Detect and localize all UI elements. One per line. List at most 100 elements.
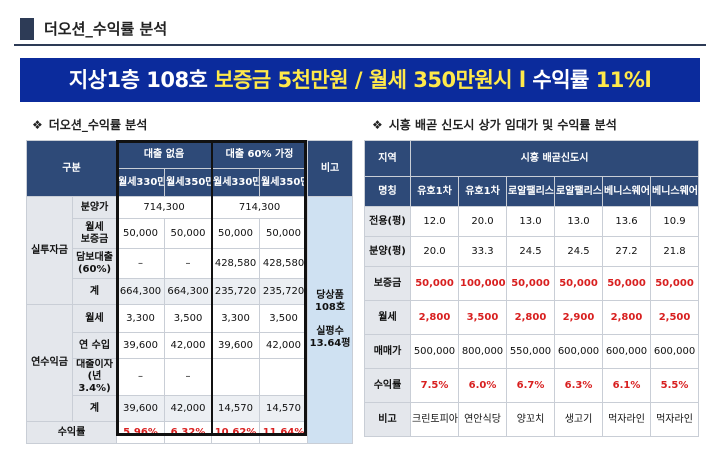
building-name: 로알팰리스: [506, 176, 555, 207]
cell-value: 42,000: [259, 332, 309, 359]
banner-yield-label: 수익률: [532, 68, 596, 92]
cell-value: 235,720: [259, 278, 309, 305]
cell-value: [211, 358, 261, 396]
cell-value: 3,500: [458, 300, 507, 335]
cell-value: –: [163, 248, 213, 279]
row-label-interest-text: 대출이자 (년 3.4%): [76, 359, 113, 395]
cell-value: 42,000: [163, 332, 213, 359]
cell-value: 연안식당: [458, 402, 507, 437]
cell-value: 42,000: [163, 395, 213, 422]
cell-value: 3,500: [163, 304, 213, 333]
header-region-value: 시흥 배곧신도시: [409, 140, 700, 177]
cell-value: 생고기: [554, 402, 603, 437]
header-region-label: 지역: [364, 140, 411, 177]
cell-value: 33.3: [458, 236, 507, 267]
group-label-annual-income: 연수익금: [26, 304, 73, 422]
cell-value: 50,000: [602, 266, 651, 301]
cell-value: 714,300: [115, 196, 213, 219]
cell-value: 428,580: [259, 248, 309, 279]
cell-value: –: [116, 358, 165, 396]
yield-value: 7.5%: [410, 368, 459, 403]
cell-value: 235,720: [211, 278, 261, 305]
cell-value: 50,000: [410, 266, 459, 301]
cell-value: 13.0: [554, 206, 603, 237]
row-label: 명칭: [364, 176, 411, 207]
cell-value: 3,300: [211, 304, 261, 333]
row-label-bunyang: 분양가: [72, 196, 117, 219]
header-accent-bar: [20, 18, 34, 40]
yield-value: 5.5%: [649, 368, 700, 403]
cell-value: 14,570: [211, 395, 261, 422]
cell-value: –: [163, 358, 213, 396]
cell-value: 3,300: [116, 304, 165, 333]
row-label: 분양(평): [364, 236, 411, 267]
yield-value: 6.0%: [458, 368, 507, 403]
building-name: 로알팰리스: [554, 176, 603, 207]
building-name: 유호1차: [458, 176, 507, 207]
yield-value: 6.1%: [602, 368, 651, 403]
headline-banner: 지상1층 108호 보증금 5천만원 / 월세 350만원시 l 수익률 11%…: [20, 58, 700, 102]
subheader-rent: 월세350만: [259, 168, 309, 197]
row-label-loan-text: 담보대출 (60%): [76, 251, 113, 275]
cell-value: 39,600: [116, 395, 165, 422]
cell-value: [259, 358, 309, 396]
subheader-rent: 월세350만: [163, 168, 213, 197]
cell-value: 24.5: [506, 236, 555, 267]
cell-value: 50,000: [211, 218, 261, 249]
row-label-deposit: 월세 보증금: [72, 218, 117, 249]
cell-value: 14,570: [259, 395, 309, 422]
cell-value: 50,000: [506, 266, 555, 301]
header-bigo: 비고: [307, 140, 354, 197]
cell-value: 27.2: [602, 236, 651, 267]
cell-value: 20.0: [410, 236, 459, 267]
building-name: 유호1차: [410, 176, 459, 207]
row-label-interest: 대출이자 (년 3.4%): [72, 358, 117, 396]
cell-value: 600,000: [649, 334, 700, 369]
cell-value: 39,600: [211, 332, 261, 359]
cell-value: 먹자라인: [602, 402, 651, 437]
cell-value: 13.0: [506, 206, 555, 237]
cell-value: 2,800: [506, 300, 555, 335]
cell-value: 39,600: [116, 332, 165, 359]
row-label-sum: 계: [72, 278, 117, 305]
cell-value: 600,000: [554, 334, 603, 369]
cell-value: 50,000: [116, 218, 165, 249]
banner-yield-value: 11%l: [595, 68, 652, 92]
yield-value: 10.62%: [211, 421, 261, 444]
row-label-monthly: 월세: [72, 304, 117, 333]
header-gubun: 구분: [26, 140, 117, 197]
bigo-note: 당상품 108호 실평수 13.64평: [307, 196, 354, 444]
cell-value: 양꼬치: [506, 402, 555, 437]
cell-value: 50,000: [649, 266, 700, 301]
cell-value: –: [116, 248, 165, 279]
subheader-rent: 월세330만: [211, 168, 261, 197]
yield-value: 6.32%: [163, 421, 213, 444]
cell-value: 12.0: [410, 206, 459, 237]
cell-value: 100,000: [458, 266, 507, 301]
siheung-comparison-table: 지역 시흥 배곧신도시 명칭 유호1차 유호1차 로알팰리스 로알팰리스 베니스…: [364, 140, 700, 437]
right-section-title: ❖ 시흥 배곧 신도시 상가 임대가 및 수익률 분석: [372, 116, 617, 133]
cell-value: 50,000: [554, 266, 603, 301]
row-label: 전용(평): [364, 206, 411, 237]
yield-value: 5.96%: [116, 421, 165, 444]
yield-value: 6.3%: [554, 368, 603, 403]
yield-value: 6.7%: [506, 368, 555, 403]
diamond-bullet-icon: ❖: [372, 118, 383, 132]
diamond-bullet-icon: ❖: [32, 118, 43, 132]
cell-value: 800,000: [458, 334, 507, 369]
building-name: 베니스웨어: [602, 176, 651, 207]
subheader-rent: 월세330만: [116, 168, 165, 197]
right-section-title-text: 시흥 배곧 신도시 상가 임대가 및 수익률 분석: [388, 118, 617, 132]
row-label: 월세: [364, 300, 411, 335]
cell-value: 10.9: [649, 206, 700, 237]
cell-value: 크린토피아: [410, 402, 459, 437]
yield-analysis-table: 구분 대출 없음 대출 60% 가정 비고 월세330만 월세350만 월세33…: [26, 140, 354, 444]
left-section-title: ❖ 더오션_수익률 분석: [32, 116, 147, 133]
cell-value: 600,000: [602, 334, 651, 369]
cell-value: 24.5: [554, 236, 603, 267]
banner-unit: 지상1층 108호: [68, 68, 215, 92]
header-loan-60: 대출 60% 가정: [211, 140, 309, 169]
cell-value: 50,000: [163, 218, 213, 249]
row-label: 매매가: [364, 334, 411, 369]
cell-value: 먹자라인: [649, 402, 700, 437]
